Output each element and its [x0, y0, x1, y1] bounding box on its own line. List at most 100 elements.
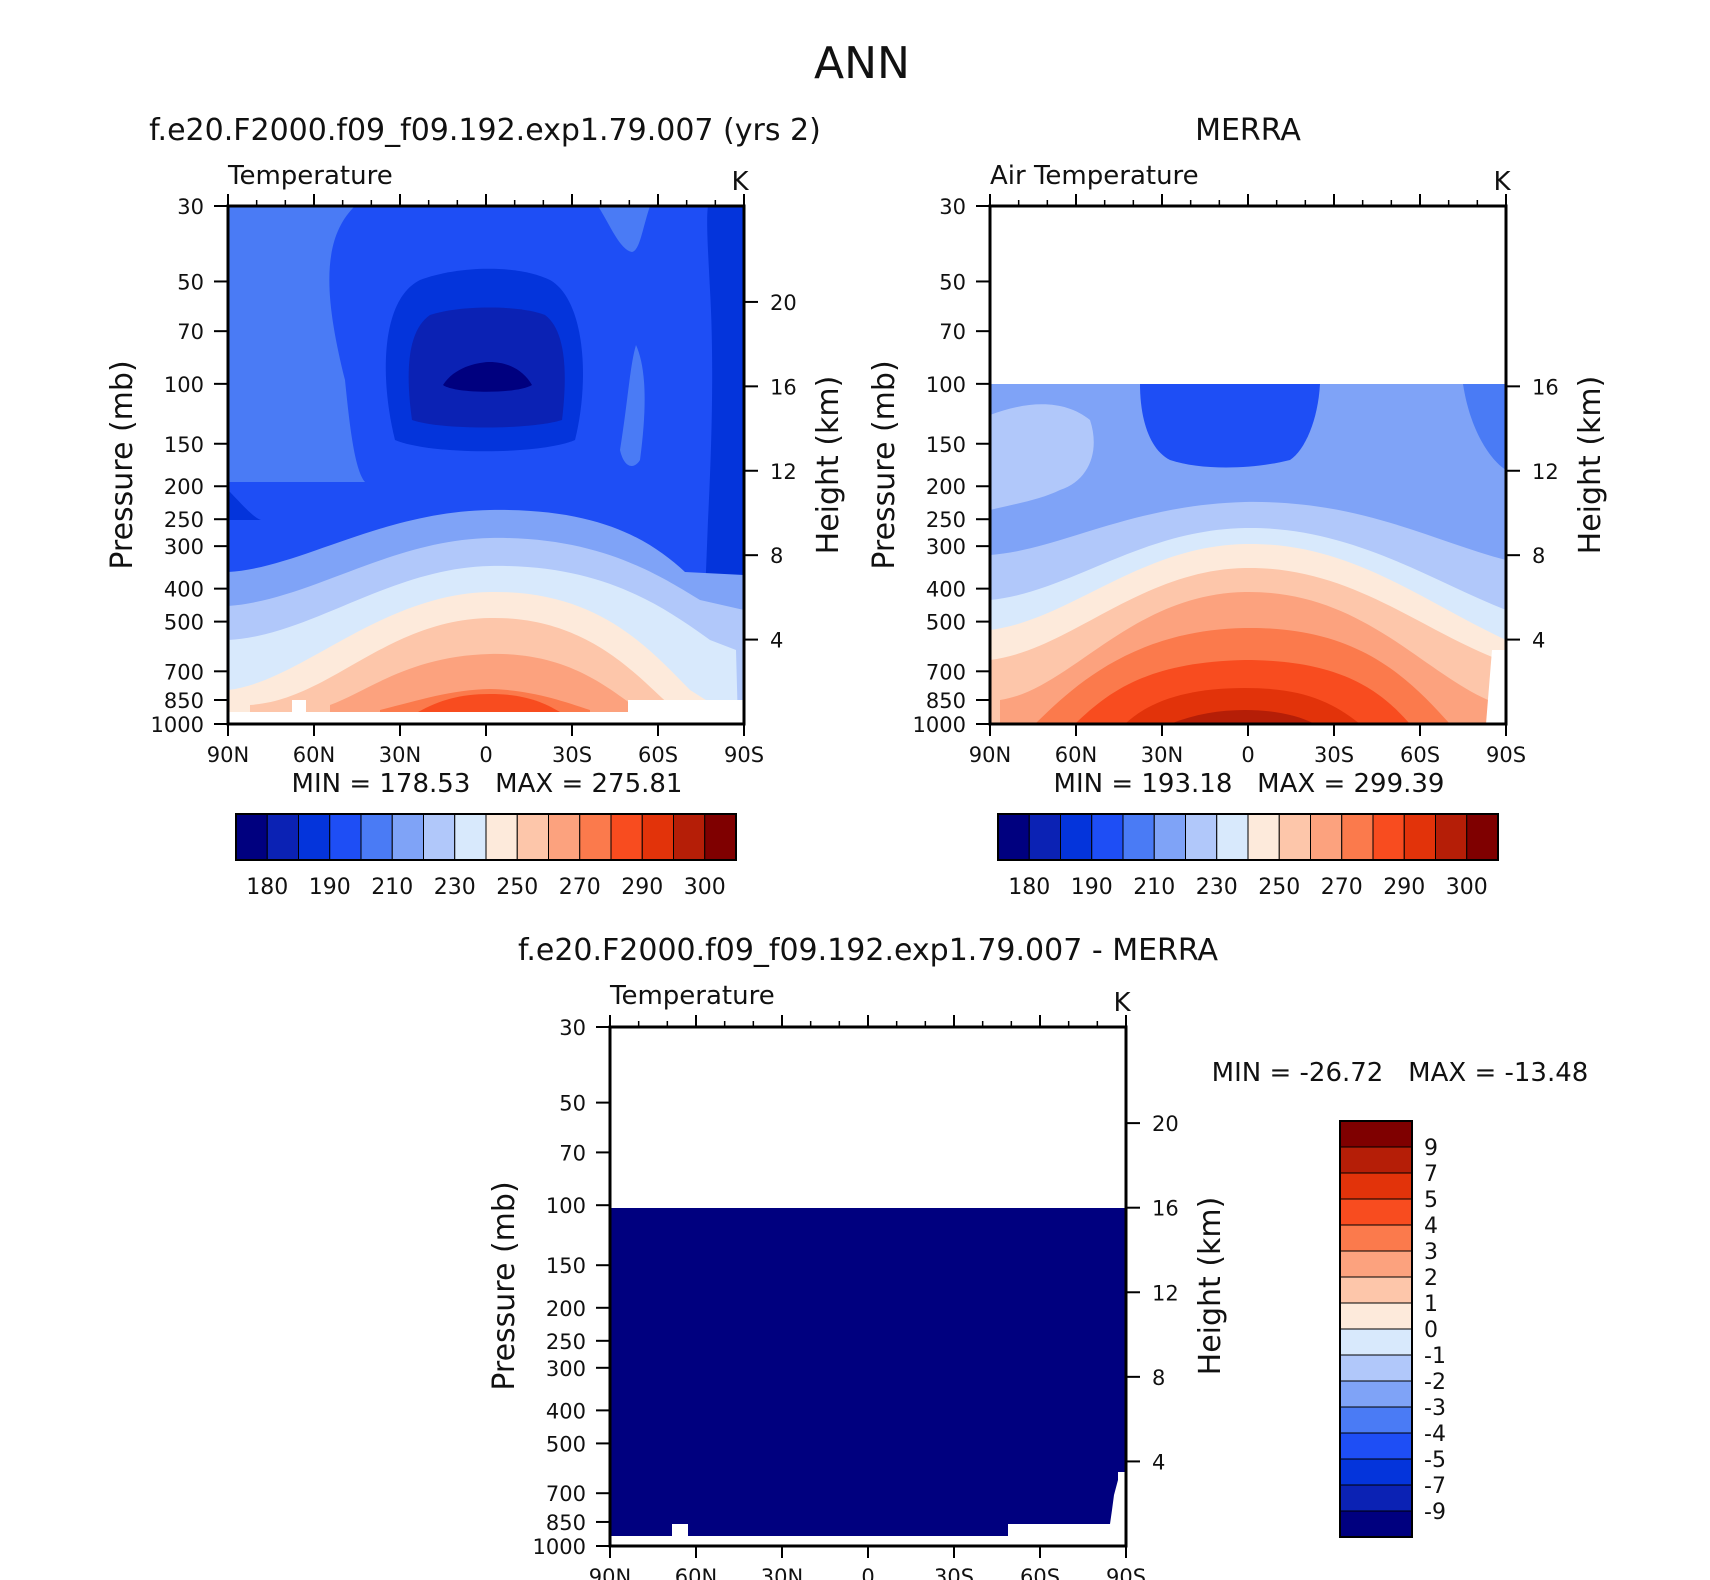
panel-obs-title: MERRA — [1195, 113, 1301, 148]
diff-colorbar-label: -2 — [1424, 1370, 1446, 1395]
y-tick-label: 500 — [546, 1432, 586, 1456]
y-tick-label: 850 — [546, 1511, 586, 1535]
figure-title: ANN — [814, 38, 910, 89]
colorbar-box — [1341, 813, 1374, 861]
panel-model: f.e20.F2000.f09_f09.192.exp1.79.007 (yrs… — [105, 113, 846, 799]
x-tick-label: 90S — [724, 743, 764, 767]
height-tick-label: 12 — [1532, 460, 1559, 484]
y-tick-label: 700 — [926, 660, 966, 684]
diff-colorbar-label: 9 — [1424, 1136, 1438, 1161]
y-tick-label: 850 — [926, 689, 966, 713]
colorbar-box — [1310, 813, 1343, 861]
y-tick-label: 300 — [546, 1357, 586, 1381]
y-tick-label: 150 — [164, 433, 204, 457]
x-tick-label: 30S — [934, 1565, 974, 1580]
diff-colorbar-label: 1 — [1424, 1292, 1438, 1317]
diff-colorbar-box — [1339, 1198, 1413, 1226]
y-tick-label: 200 — [164, 475, 204, 499]
colorbar-box — [997, 813, 1030, 861]
x-tick-label: 90N — [207, 743, 249, 767]
colorbar-box — [1435, 813, 1468, 861]
diff-colorbar-label: 3 — [1424, 1240, 1438, 1265]
y-tick-label: 100 — [164, 373, 204, 397]
colorbar-box — [485, 813, 518, 861]
colorbar-model: 180 190 210 230 250 270 290 300 — [235, 813, 737, 900]
colorbar-label: 290 — [621, 875, 663, 900]
y-tick-label: 400 — [926, 578, 966, 602]
colorbar-frame — [235, 813, 737, 861]
height-tick-label: 20 — [770, 291, 797, 315]
diff-colorbar-frame — [1339, 1120, 1413, 1538]
y-tick-label: 150 — [546, 1254, 586, 1278]
y-tick-label: 100 — [546, 1194, 586, 1218]
y-tick-label: 300 — [164, 535, 204, 559]
colorbar-box — [1153, 813, 1186, 861]
y-tick-label: 250 — [546, 1330, 586, 1354]
panel-model-ticks: 305070100150200250300400500700850100090N… — [151, 194, 797, 767]
x-tick-label: 30N — [761, 1565, 803, 1580]
x-tick-label: 60N — [675, 1565, 717, 1580]
y-tick-label: 400 — [546, 1399, 586, 1423]
diff-colorbar-label: 4 — [1424, 1214, 1438, 1239]
height-tick-label: 12 — [770, 460, 797, 484]
x-tick-label: 0 — [1241, 743, 1254, 767]
x-tick-label: 90S — [1486, 743, 1526, 767]
diff-colorbar-box — [1339, 1484, 1413, 1512]
colorbar-label: 300 — [1446, 875, 1488, 900]
y-tick-label: 500 — [164, 611, 204, 635]
colorbar-label: 210 — [371, 875, 413, 900]
diff-colorbar-label: -4 — [1424, 1422, 1446, 1447]
x-tick-label: 60S — [638, 743, 678, 767]
height-tick-label: 20 — [1152, 1112, 1179, 1136]
y-tick-label: 500 — [926, 611, 966, 635]
colorbar-box — [1028, 813, 1061, 861]
colorbar-label: 190 — [309, 875, 351, 900]
x-tick-label: 60S — [1020, 1565, 1060, 1580]
colorbar-label: 290 — [1383, 875, 1425, 900]
x-tick-label: 90N — [969, 743, 1011, 767]
colorbar-box — [1060, 813, 1093, 861]
panel-obs-units: K — [1493, 167, 1511, 197]
colorbar-box — [454, 813, 487, 861]
colorbar-box — [329, 813, 362, 861]
diff-colorbar-box — [1339, 1328, 1413, 1356]
y-tick-label: 300 — [926, 535, 966, 559]
colorbar-label: 270 — [559, 875, 601, 900]
colorbar-box — [1091, 813, 1124, 861]
x-tick-label: 60S — [1400, 743, 1440, 767]
colorbar-box — [423, 813, 456, 861]
diff-colorbar-box — [1339, 1458, 1413, 1486]
colorbar-label: 190 — [1071, 875, 1113, 900]
panel-model-field — [228, 206, 744, 724]
diff-colorbar-label: -3 — [1424, 1396, 1446, 1421]
y-tick-label: 50 — [939, 270, 966, 294]
panel-model-ylabel: Pressure (mb) — [105, 360, 140, 569]
colorbar-box — [360, 813, 393, 861]
y-tick-label: 70 — [177, 320, 204, 344]
colorbar-box — [641, 813, 674, 861]
height-tick-label: 16 — [770, 375, 797, 399]
y-tick-label: 200 — [546, 1297, 586, 1321]
panel-obs-ylabel: Pressure (mb) — [867, 360, 902, 569]
x-tick-label: 30S — [1314, 743, 1354, 767]
y-tick-label: 850 — [164, 689, 204, 713]
y-tick-label: 30 — [177, 195, 204, 219]
diff-colorbar-box — [1339, 1120, 1413, 1148]
height-tick-label: 8 — [1152, 1366, 1165, 1390]
y-tick-label: 700 — [164, 660, 204, 684]
y-tick-label: 150 — [926, 433, 966, 457]
panel-diff-ylabel-right: Height (km) — [1193, 1197, 1228, 1376]
y-tick-label: 30 — [559, 1016, 586, 1040]
panel-diff-units: K — [1113, 988, 1131, 1018]
y-tick-label: 700 — [546, 1482, 586, 1506]
colorbar-label: 270 — [1321, 875, 1363, 900]
colorbar-label: 210 — [1133, 875, 1175, 900]
diff-colorbar-box — [1339, 1276, 1413, 1304]
colorbar-box — [516, 813, 549, 861]
x-tick-label: 60N — [1055, 743, 1097, 767]
colorbar-box — [1466, 813, 1499, 861]
panel-obs-left-label: Air Temperature — [990, 161, 1199, 191]
height-tick-label: 8 — [1532, 544, 1545, 568]
colorbar-box — [391, 813, 424, 861]
